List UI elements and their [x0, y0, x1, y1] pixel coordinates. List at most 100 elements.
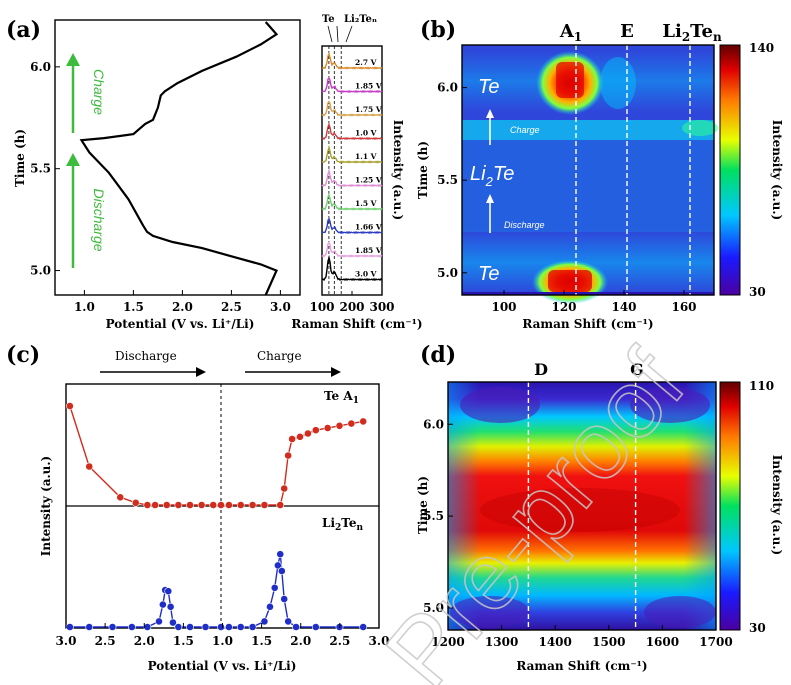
b-annotation-te-top: Te	[478, 76, 500, 98]
a-right-xtick-label: 300	[369, 300, 394, 314]
c-data-point	[143, 623, 152, 631]
d-xtick-label: 1300	[485, 635, 518, 649]
c-data-point	[280, 484, 289, 493]
d-ytick-label: 5.0	[423, 601, 444, 615]
c-data-point	[65, 402, 74, 410]
d-plot-frame	[447, 381, 717, 631]
a-right-xlabel: Raman Shift (cm⁻¹)	[291, 317, 422, 331]
d-ytick-label: 6.0	[423, 417, 444, 431]
panel-d-label: (d)	[420, 342, 456, 368]
d-colorbar-label: Intensity (a.u.)	[770, 455, 784, 555]
c-ticks: 3.0 2.5 2.0 1.5 1.0 1.5 2.0 2.5 3.0	[56, 623, 389, 648]
d-colorbar-max: 110	[749, 379, 774, 393]
b-annotation-te-bottom: Te	[478, 263, 500, 285]
c-data-point	[292, 623, 300, 631]
c-series-te-a1-label: Te A1	[324, 389, 359, 406]
panel-c-label: (c)	[6, 342, 40, 368]
b-plot-frame	[461, 44, 715, 296]
c-data-point	[296, 432, 304, 441]
c-data-point	[158, 600, 167, 609]
c-data-point	[127, 623, 136, 631]
c-data-point	[131, 498, 140, 507]
b-colorbar	[719, 44, 741, 296]
a-left-ytick-label: 5.0	[30, 264, 51, 278]
c-xtick-label: 1.5	[173, 634, 194, 648]
d-xtick-label: 1200	[431, 635, 464, 649]
a-left-ylabel: Time (h)	[13, 129, 27, 187]
c-data-point	[347, 419, 356, 428]
c-data-point	[166, 602, 175, 611]
a-right-spectrum-label: 1.66 V	[355, 223, 382, 232]
a-voltage-curve	[79, 21, 279, 296]
b-ticks: 100 120 140 160 5.0 5.5 6.0	[437, 81, 696, 314]
c-xtick-label: 1.0	[212, 634, 233, 648]
a-right-spectra: 2.7 V 1.85 V 1.75 V 1.0 V 1.1 V 1.25 V 1.5 V 1.…	[321, 52, 383, 282]
c-data-point	[209, 501, 218, 509]
a-right-xtick-label: 100	[309, 300, 334, 314]
c-data-point	[197, 501, 206, 509]
b-xtick-label: 100	[491, 300, 516, 314]
a-right-xtick-label: 200	[339, 300, 364, 314]
discharge-annotation-text: Discharge	[91, 188, 107, 251]
c-data-point	[277, 567, 286, 575]
c-data-point	[284, 451, 293, 460]
d-ref-d-label: D	[534, 360, 548, 379]
a-left-xtick-label: 1.5	[123, 300, 144, 314]
c-data-point	[85, 623, 94, 631]
c-data-point	[186, 501, 194, 509]
b-charge-text: Charge	[510, 125, 540, 135]
charge-arrow-annotation: Charge	[66, 53, 107, 133]
a-right-ref-arrow-1	[327, 25, 333, 43]
a-left-ytick-label: 6.0	[30, 60, 51, 74]
c-data-point	[248, 623, 257, 631]
c-xtick-label: 1.5	[251, 634, 272, 648]
c-data-point	[85, 462, 94, 471]
a-right-spectrum-label: 3.0 V	[355, 270, 377, 279]
c-data-point	[174, 623, 183, 631]
c-series-discharge-line	[69, 589, 221, 628]
panel-a: (a) 1.0 1.5 2.0 2.5 3.0 5.0 5.5 6.0 Potential (…	[6, 14, 423, 331]
c-data-point	[260, 501, 269, 509]
c-series	[65, 402, 368, 631]
a-right-ylabel: Intensity (a.u.)	[391, 120, 405, 220]
d-xtick-label: 1500	[592, 635, 625, 649]
a-left-xlabel: Potential (V vs. Li⁺/Li)	[106, 317, 255, 331]
b-ref-e-label: E	[620, 21, 634, 42]
c-data-point	[248, 501, 257, 509]
c-data-point	[217, 623, 225, 631]
a-right-ticks: 100 200 300	[309, 291, 395, 314]
c-ylabel: Intensity (a.u.)	[39, 456, 53, 556]
c-data-point	[311, 623, 320, 631]
b-heatmap	[462, 45, 718, 304]
c-data-point	[217, 501, 225, 509]
b-ytick-label: 5.5	[437, 173, 458, 187]
a-right-spectrum-line	[321, 217, 383, 235]
b-colorbar-min: 30	[749, 285, 766, 299]
b-xlabel: Raman Shift (cm⁻¹)	[522, 317, 653, 331]
a-left-xtick-label: 2.5	[221, 300, 242, 314]
c-data-point	[303, 429, 312, 438]
c-data-point	[162, 501, 171, 509]
a-right-spectrum-label: 1.0 V	[355, 129, 377, 138]
a-right-spectrum-line	[321, 144, 383, 164]
d-colorbar	[719, 381, 741, 631]
b-discharge-text: Discharge	[504, 220, 545, 230]
a-left-xtick-label: 1.0	[74, 300, 95, 314]
c-data-point	[273, 561, 282, 570]
a-right-spectrum-label: 1.1 V	[355, 152, 377, 161]
c-discharge-label: Discharge	[115, 349, 177, 363]
charge-annotation-text: Charge	[91, 69, 107, 115]
a-left-ticks: 1.0 1.5 2.0 2.5 3.0 5.0 5.5 6.0	[30, 60, 291, 314]
c-xtick-label: 2.0	[290, 634, 311, 648]
c-data-point	[164, 587, 173, 596]
a-right-spectrum-line	[321, 100, 383, 117]
a-right-spectrum-label: 1.85 V	[355, 82, 382, 91]
a-right-spectrum-line	[321, 241, 383, 258]
d-xtick-label: 1700	[699, 635, 732, 649]
c-xlabel: Potential (V vs. Li⁺/Li)	[148, 659, 297, 673]
c-data-point	[288, 435, 296, 443]
d-ylabel: Time (h)	[416, 476, 430, 534]
c-data-point	[169, 618, 177, 627]
